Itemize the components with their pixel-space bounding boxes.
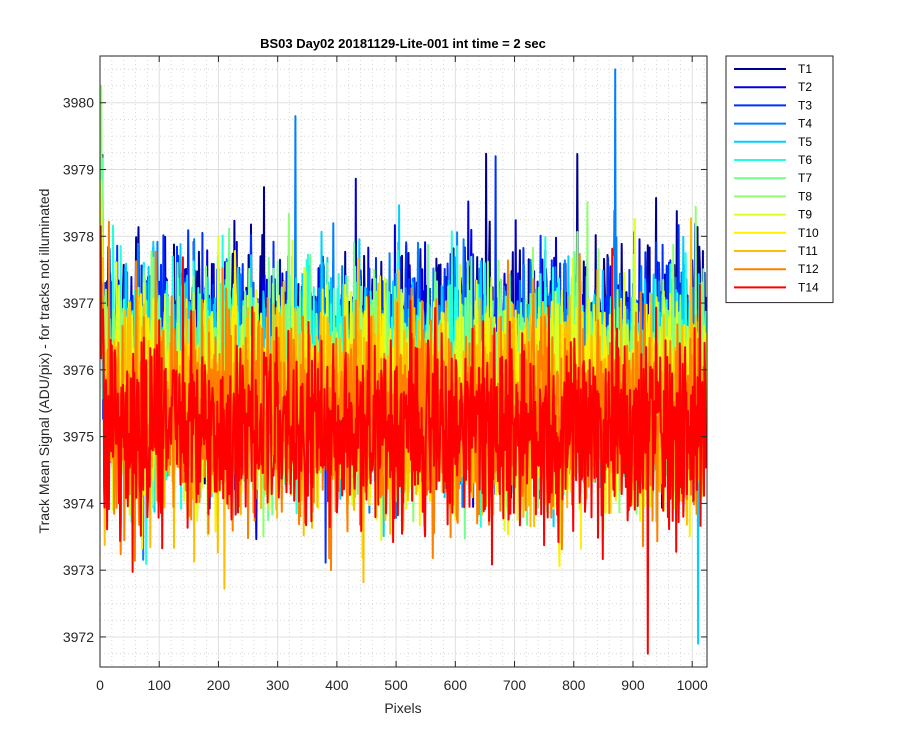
y-tick-label: 3973 xyxy=(63,562,94,578)
legend-label-t12: T12 xyxy=(798,262,819,276)
x-tick-label: 700 xyxy=(503,677,527,693)
x-tick-label: 800 xyxy=(562,677,586,693)
legend-label-t2: T2 xyxy=(798,80,812,94)
legend-label-t11: T11 xyxy=(798,244,818,258)
legend-label-t8: T8 xyxy=(798,189,812,203)
x-tick-label: 900 xyxy=(621,677,645,693)
legend-label-t9: T9 xyxy=(798,208,812,222)
y-tick-label: 3978 xyxy=(63,228,94,244)
x-tick-label: 1000 xyxy=(677,677,708,693)
legend-label-t6: T6 xyxy=(798,153,812,167)
x-tick-label: 600 xyxy=(444,677,468,693)
y-tick-label: 3975 xyxy=(63,429,94,445)
legend-label-t14: T14 xyxy=(798,280,819,294)
legend-label-t3: T3 xyxy=(798,98,812,112)
y-tick-label: 3979 xyxy=(63,162,94,178)
x-axis-label: Pixels xyxy=(384,700,421,716)
series-layer xyxy=(100,68,707,655)
y-tick-label: 3980 xyxy=(63,95,94,111)
chart-title: BS03 Day02 20181129-Lite-001 int time = … xyxy=(260,36,546,51)
legend-label-t7: T7 xyxy=(798,171,812,185)
x-tick-label: 500 xyxy=(384,677,408,693)
legend-label-t1: T1 xyxy=(798,62,812,76)
legend: T1 T2 T3 T4 T5 T6 T7 T8 T9 T10 T11 T12 T14 xyxy=(725,55,834,304)
x-tick-label: 100 xyxy=(148,677,172,693)
y-axis-label: Track Mean Signal (ADU/pix) - for tracks… xyxy=(36,189,52,534)
y-tick-label: 3972 xyxy=(63,629,94,645)
legend-label-t10: T10 xyxy=(798,226,819,240)
x-axis: 0 100 200 300 400 500 600 700 800 900 1000 xyxy=(96,56,708,693)
y-tick-label: 3977 xyxy=(63,295,94,311)
legend-label-t4: T4 xyxy=(798,117,812,131)
x-tick-label: 0 xyxy=(96,677,104,693)
x-tick-label: 300 xyxy=(266,677,290,693)
series-line-t14 xyxy=(100,225,707,655)
legend-label-t5: T5 xyxy=(798,135,812,149)
x-tick-label: 200 xyxy=(207,677,231,693)
y-axis: 3972 3973 3974 3975 3976 3977 3978 3979 3980 xyxy=(63,95,707,645)
y-tick-label: 3976 xyxy=(63,362,94,378)
legend-box xyxy=(725,55,834,304)
x-tick-label: 400 xyxy=(325,677,349,693)
y-tick-label: 3974 xyxy=(63,495,94,511)
plot-frame xyxy=(99,55,708,668)
